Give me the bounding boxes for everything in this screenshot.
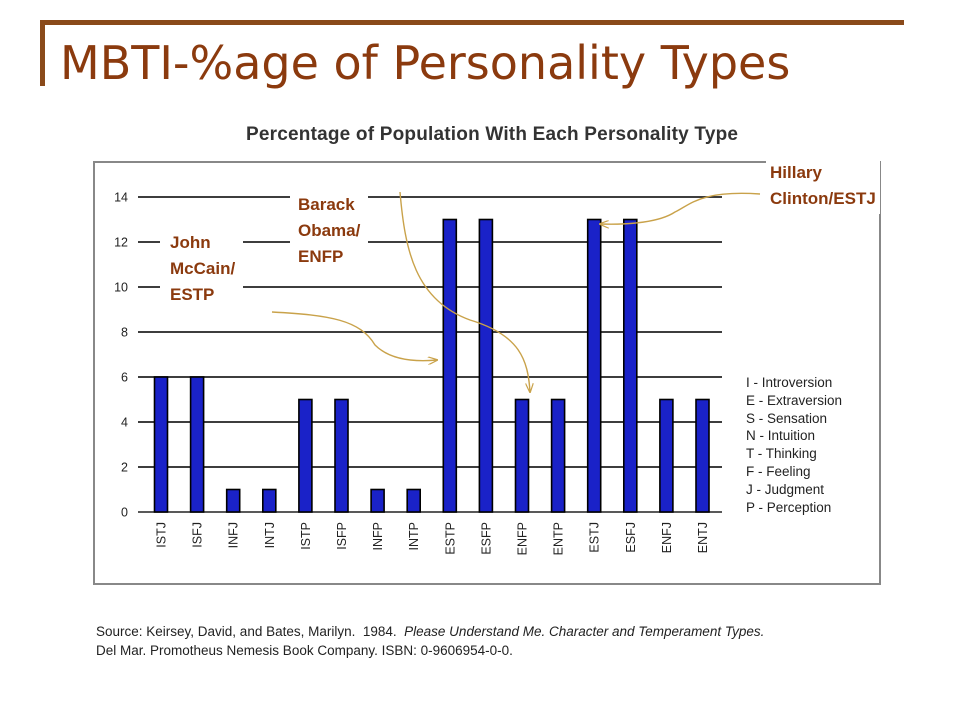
x-tick-label: ESTP bbox=[443, 522, 457, 555]
bar-isfp bbox=[334, 398, 349, 513]
x-tick-label: ISTP bbox=[299, 522, 313, 550]
y-tick-label: 2 bbox=[121, 461, 128, 475]
x-tick-label: INFP bbox=[371, 522, 385, 550]
bar-istp bbox=[298, 398, 313, 513]
y-tick-label: 8 bbox=[121, 326, 128, 340]
legend-item: E - Extraversion bbox=[746, 392, 843, 408]
source-citation: Source: Keirsey, David, and Bates, Maril… bbox=[96, 622, 764, 660]
y-tick-label: 10 bbox=[114, 281, 128, 295]
legend-item: P - Perception bbox=[746, 499, 832, 515]
arrow-obama bbox=[399, 191, 530, 392]
bar-intj bbox=[261, 488, 277, 513]
annotation-clinton: Hillary Clinton/ESTJ bbox=[766, 158, 880, 214]
bar-entj bbox=[695, 398, 710, 513]
x-tick-label: ENFJ bbox=[660, 522, 674, 553]
legend-item: I - Introversion bbox=[746, 375, 833, 390]
bar-estp bbox=[442, 218, 458, 513]
chart-title: Percentage of Population With Each Perso… bbox=[246, 124, 739, 145]
x-tick-label: ENTJ bbox=[696, 522, 710, 553]
x-tick-label: ISFJ bbox=[191, 522, 205, 548]
legend-item: J - Judgment bbox=[746, 481, 825, 497]
arrow-clinton bbox=[600, 192, 761, 224]
legend-item: F - Feeling bbox=[746, 463, 811, 479]
bar-esfj bbox=[622, 218, 638, 513]
y-tick-label: 0 bbox=[121, 506, 128, 520]
y-tick-label: 6 bbox=[121, 371, 128, 385]
bar-infj bbox=[225, 488, 241, 513]
bar-enfp bbox=[514, 398, 530, 513]
x-tick-label: ISFP bbox=[335, 522, 349, 550]
bar-esfp bbox=[478, 218, 494, 513]
annotation-obama: Barack Obama/ ENFP bbox=[290, 190, 369, 272]
source-line2: Del Mar. Promotheus Nemesis Book Company… bbox=[96, 643, 513, 658]
legend-item: N - Intuition bbox=[746, 428, 816, 444]
title-decor-line bbox=[40, 20, 904, 25]
x-tick-label: ISTJ bbox=[155, 522, 169, 548]
y-tick-label: 4 bbox=[121, 416, 128, 430]
title-decor-bar bbox=[40, 20, 45, 86]
y-tick-label: 12 bbox=[114, 236, 128, 250]
x-tick-label: INFJ bbox=[227, 522, 241, 548]
x-tick-label: ENFP bbox=[516, 522, 530, 555]
x-tick-label: INTJ bbox=[263, 522, 277, 548]
bar-infp bbox=[370, 488, 385, 513]
bar-isfj bbox=[189, 376, 205, 513]
x-tick-label: ESTJ bbox=[588, 522, 602, 553]
x-tick-label: ESFJ bbox=[624, 522, 638, 553]
y-tick-label: 14 bbox=[114, 191, 128, 205]
x-tick-label: ENTP bbox=[552, 522, 566, 555]
slide-title: MBTI-%age of Personality Types bbox=[60, 36, 791, 90]
annotation-mccain: John McCain/ ESTP bbox=[160, 228, 244, 310]
arrow-mccain bbox=[271, 311, 437, 361]
legend-item: S - Sensation bbox=[746, 410, 828, 426]
bar-enfj bbox=[659, 398, 674, 513]
bar-istj bbox=[153, 376, 169, 513]
source-prefix: Source: Keirsey, David, and Bates, Maril… bbox=[96, 624, 405, 639]
source-book-title: Please Understand Me. Character and Temp… bbox=[404, 624, 765, 639]
legend: I - Introversion E - Extraversion S - Se… bbox=[746, 374, 842, 516]
bar-estj bbox=[586, 218, 602, 513]
legend-item: T - Thinking bbox=[746, 446, 817, 462]
bar-intp bbox=[406, 488, 422, 513]
x-tick-label: ESFP bbox=[479, 522, 493, 555]
x-tick-label: INTP bbox=[407, 522, 421, 550]
bar-entp bbox=[550, 398, 566, 513]
